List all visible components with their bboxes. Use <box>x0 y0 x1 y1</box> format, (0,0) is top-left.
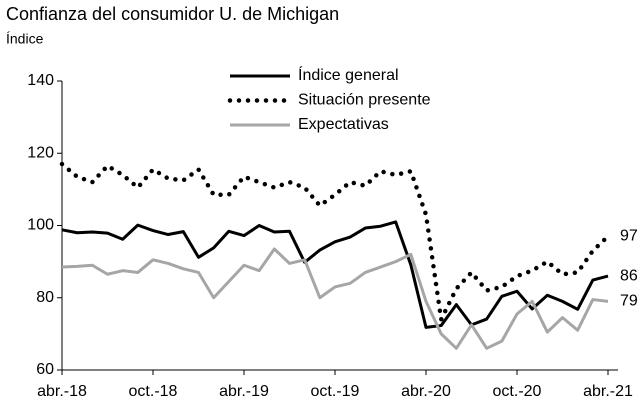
y-tick-label: 60 <box>36 361 54 378</box>
legend-label: Expectativas <box>298 116 389 133</box>
legend-label: Situación presente <box>298 92 431 109</box>
x-tick-label: oct.-20 <box>493 383 542 400</box>
y-tick-label: 120 <box>27 144 54 161</box>
end-label: 79 <box>620 293 638 310</box>
end-label: 86 <box>620 267 638 284</box>
x-tick-label: oct.-19 <box>311 383 360 400</box>
y-tick-label: 100 <box>27 217 54 234</box>
y-tick-label: 140 <box>27 72 54 89</box>
series-line <box>61 247 609 350</box>
chart-title: Confianza del consumidor U. de Michigan <box>6 4 339 24</box>
legend-label: Índice general <box>298 65 399 84</box>
x-tick-label: oct.-18 <box>129 383 178 400</box>
series-line <box>61 220 609 329</box>
chart-subtitle: Índice <box>6 31 44 47</box>
x-tick-label: abr.-18 <box>37 383 87 400</box>
x-tick-label: abr.-21 <box>583 383 633 400</box>
end-label: 97 <box>620 228 638 245</box>
x-tick-label: abr.-20 <box>401 383 451 400</box>
y-tick-label: 80 <box>36 289 54 306</box>
x-tick-label: abr.-19 <box>219 383 269 400</box>
series-line <box>59 161 611 322</box>
